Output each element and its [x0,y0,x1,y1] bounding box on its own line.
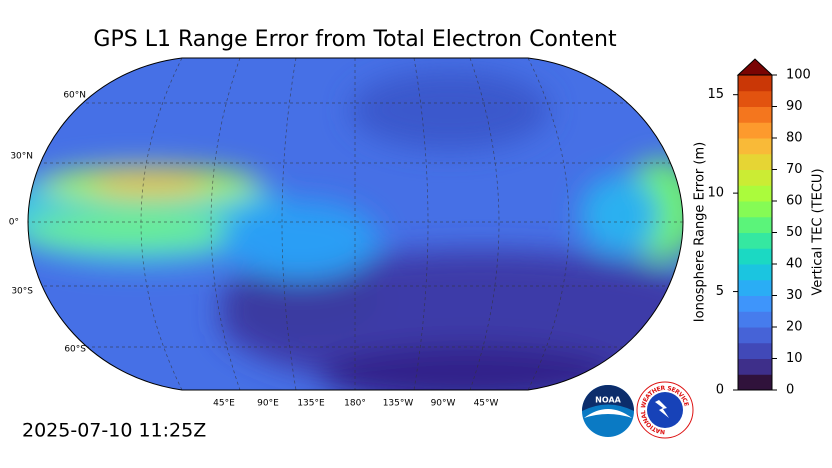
colorbar-band [738,248,772,265]
colorbar-band [738,374,772,391]
right-tick-label: 90 [786,99,803,114]
colorbar-band [738,169,772,186]
lon-label: 90°W [431,399,456,409]
colorbar-band [738,295,772,312]
colorbar-band [738,106,772,123]
lon-labels: 45°E 90°E 135°E 180° 135°W 90°W 45°W [213,399,498,409]
right-tick-label: 40 [786,257,803,272]
colorbar-extend [736,58,774,76]
noaa-logo: NOAA [582,385,634,437]
colorbar-band [738,216,772,233]
colorbar-band [738,90,772,107]
right-axis-label: Vertical TEC (TECU) [811,168,826,295]
colorbar-band [738,232,772,249]
colorbar-band [738,153,772,170]
colorbar-band [738,279,772,296]
right-tick-label: 50 [786,225,803,240]
right-tick-label: 100 [786,68,811,83]
left-axis-label: Ionosphere Range Error (m) [693,142,708,322]
tec-map [28,58,683,390]
map-outline [27,57,684,391]
colorbar-band [738,358,772,375]
title: GPS L1 Range Error from Total Electron C… [93,27,617,52]
right-tick-label: 10 [786,351,803,366]
left-tick-label: 0 [716,383,724,398]
lat-label: 60°S [64,345,86,355]
colorbar-band [738,264,772,281]
colorbar-band [738,201,772,218]
lon-label: 180° [344,399,366,409]
right-tick-label: 80 [786,131,803,146]
lat-label: 30°N [10,152,33,162]
colorbar-band [738,185,772,202]
lat-label: 0° [9,218,19,228]
right-tick-label: 20 [786,320,803,335]
nws-logo: NATIONAL WEATHER SERVICE [636,381,694,439]
left-tick-label: 15 [707,87,724,102]
colorbar-band [738,75,772,92]
left-tick-label: 5 [716,284,724,299]
right-tick-label: 70 [786,162,803,177]
lat-label: 30°S [11,287,33,297]
lon-label: 90°E [257,399,279,409]
lon-label: 45°E [213,399,235,409]
colorbar-band [738,327,772,344]
right-tick-label: 0 [786,383,794,398]
lat-labels: 60°N 30°N 0° 30°S 60°S [9,91,87,355]
lon-label: 45°W [474,399,499,409]
right-tick-label: 30 [786,288,803,303]
colorbar-band [738,311,772,328]
lon-label: 135°W [383,399,414,409]
lat-label: 60°N [63,91,86,101]
colorbar-band [738,138,772,155]
noaa-text: NOAA [595,396,621,405]
left-tick-label: 10 [707,186,724,201]
colorbar-band [738,342,772,359]
graticule [28,58,683,390]
lon-label: 135°E [297,399,325,409]
right-tick-label: 60 [786,194,803,209]
colorbar: 0 5 10 15 0 10 20 30 40 50 60 70 80 90 100 [707,58,811,398]
colorbar-band [738,122,772,139]
timestamp: 2025-07-10 11:25Z [22,420,206,442]
